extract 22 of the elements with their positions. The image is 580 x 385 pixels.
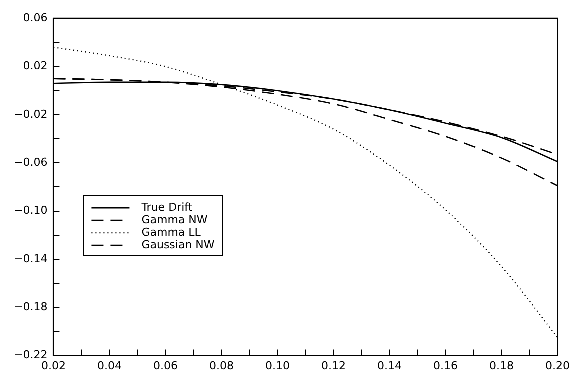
y-tick-label: −0.10 (14, 204, 48, 218)
legend-label: Gamma NW (142, 213, 208, 226)
y-tick-label: −0.22 (14, 348, 48, 362)
legend-label: True Drift (140, 200, 194, 214)
y-tick-label: −0.02 (14, 108, 48, 121)
x-tick-label: 0.04 (97, 359, 122, 372)
x-tick-label: 0.10 (265, 359, 290, 372)
y-tick-label: −0.18 (14, 300, 48, 314)
legend-label: Gaussian NW (142, 238, 215, 252)
x-tick-label: 0.20 (546, 359, 570, 372)
x-tick-label: 0.06 (153, 359, 178, 372)
x-tick-label: 0.02 (41, 359, 66, 372)
y-tick-label: −0.06 (14, 156, 48, 169)
y-tick-label: −0.14 (14, 252, 48, 266)
x-tick-label: 0.18 (490, 359, 514, 372)
x-tick-label: 0.16 (433, 359, 458, 372)
y-tick-label: 0.06 (23, 11, 48, 24)
x-tick-label: 0.12 (321, 359, 346, 372)
y-tick-label: 0.02 (23, 60, 48, 73)
x-tick-label: 0.14 (377, 359, 402, 372)
legend-label: Gamma LL (142, 226, 202, 239)
x-tick-label: 0.08 (209, 359, 234, 372)
